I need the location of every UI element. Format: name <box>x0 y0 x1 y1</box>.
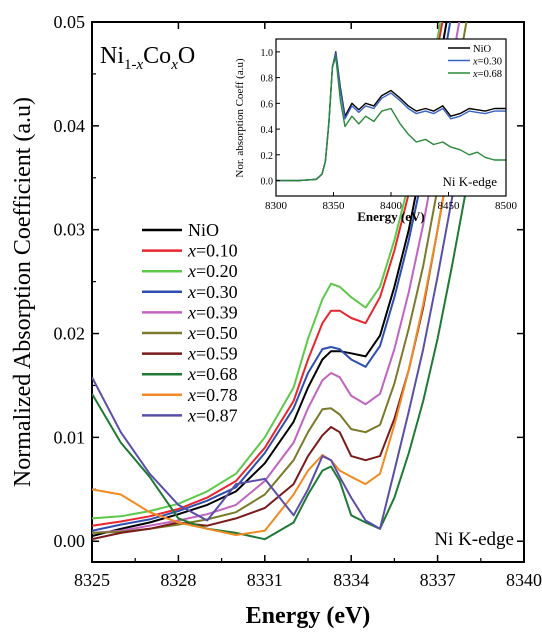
legend-label: x=0.78 <box>187 385 238 405</box>
inset-x-tick-label: 8450 <box>438 200 461 212</box>
main-y-tick-label: 0.00 <box>54 531 86 551</box>
inset-y-tick-label: 0.2 <box>261 151 274 162</box>
inset-x-tick-label: 8350 <box>323 200 346 212</box>
inset-x-tick-label: 8500 <box>495 200 518 212</box>
inset-x-tick-label: 8300 <box>265 200 288 212</box>
legend-label: x=0.68 <box>187 364 238 384</box>
legend-label: x=0.39 <box>187 302 238 322</box>
legend-label: x=0.30 <box>187 282 238 302</box>
main-x-tick-label: 8340 <box>506 570 542 590</box>
main-title: Ni1-xCoxO <box>100 43 195 73</box>
legend-label: x=0.50 <box>187 323 238 343</box>
inset-background <box>276 39 506 196</box>
legend-label: NiO <box>188 220 219 240</box>
inset-y-tick-label: 0.4 <box>261 125 274 136</box>
main-x-tick-label: 8331 <box>247 570 283 590</box>
inset-legend-label: x=0.68 <box>472 69 502 80</box>
main-legend: NiOx=0.10x=0.20x=0.30x=0.39x=0.50x=0.59x… <box>142 220 238 425</box>
main-x-tick-label: 8334 <box>333 570 369 590</box>
legend-label: x=0.10 <box>187 241 238 261</box>
main-y-tick-label: 0.02 <box>54 324 86 344</box>
legend-label: x=0.59 <box>187 344 238 364</box>
inset-legend-label: x=0.30 <box>472 57 502 68</box>
inset-corner-label: Ni K-edge <box>442 174 497 189</box>
inset-x-axis-label: Energy (eV) <box>357 209 425 224</box>
main-x-axis-label: Energy (eV) <box>246 603 371 629</box>
main-y-tick-label: 0.03 <box>54 220 86 240</box>
inset-y-tick-label: 0.6 <box>261 99 274 110</box>
inset-legend-label: NiO <box>473 44 492 55</box>
legend-label: x=0.87 <box>187 405 238 425</box>
main-y-tick-label: 0.05 <box>54 12 86 32</box>
inset-y-axis-label: Nor. absorption Coeff (a.u) <box>234 58 246 178</box>
main-y-tick-label: 0.01 <box>54 427 86 447</box>
main-y-tick-label: 0.04 <box>54 116 86 136</box>
inset-y-tick-label: 1.0 <box>261 48 274 59</box>
main-x-tick-label: 8337 <box>420 570 456 590</box>
main-y-axis-label: Normalized Absorption Coefficient (a.u) <box>10 97 36 487</box>
inset-y-tick-label: 0.0 <box>261 177 274 188</box>
legend-label: x=0.20 <box>187 261 238 281</box>
main-x-tick-label: 8328 <box>160 570 196 590</box>
inset-y-tick-label: 0.8 <box>261 74 274 85</box>
main-corner-label: Ni K-edge <box>434 529 514 550</box>
main-x-tick-label: 8325 <box>74 570 110 590</box>
